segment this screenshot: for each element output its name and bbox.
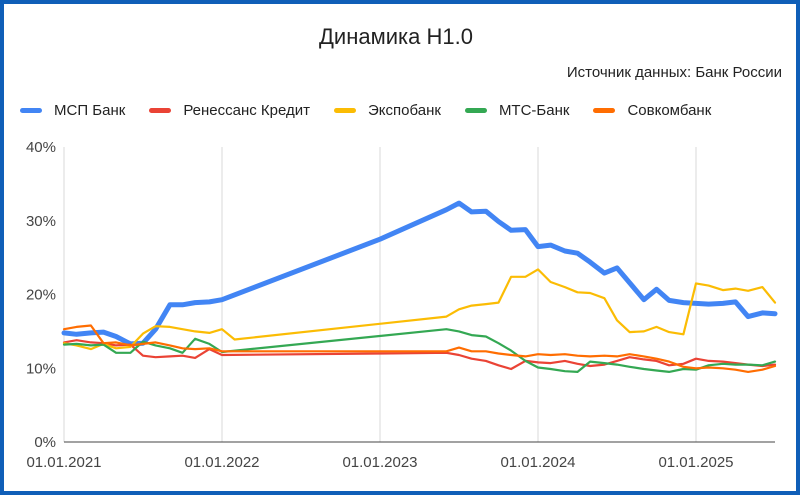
legend-label: Ренессанс Кредит [183, 101, 311, 119]
legend-swatch [334, 107, 357, 113]
x-tick-label: 01.01.2021 [26, 454, 101, 471]
y-tick-label: 0% [34, 434, 56, 451]
series-line-5 [62, 324, 777, 373]
y-tick-label: 40% [26, 139, 56, 156]
chart-title: Динамика Н1.0 [319, 24, 473, 49]
legend-item: МСП Банк [20, 102, 125, 119]
legend-item: Совкомбанк [593, 102, 711, 119]
x-tick-label: 01.01.2025 [658, 454, 733, 471]
series-line-1 [61, 200, 778, 347]
y-tick-label: 20% [26, 287, 56, 304]
legend-label: МТС-Банк [498, 101, 570, 119]
chart-frame [4, 4, 796, 491]
y-tick-label: 30% [26, 213, 56, 230]
legend-label: МСП Банк [54, 101, 126, 119]
series-line-3 [62, 268, 777, 351]
legend-item: Ренессанс Кредит [149, 102, 310, 119]
legend-label: Экспобанк [368, 101, 441, 119]
legend-swatch [149, 107, 172, 113]
legend-item: Экспобанк [334, 102, 441, 119]
series-line-2 [62, 339, 777, 371]
chart-legend: МСП Банк Ренессанс Кредит Экспобанк МТС-Бан… [20, 100, 735, 120]
legend-swatch [593, 107, 616, 113]
legend-label: Совкомбанк [627, 101, 712, 119]
legend-swatch [464, 107, 487, 113]
legend-item: МТС-Банк [464, 101, 570, 119]
y-tick-label: 10% [26, 360, 56, 377]
chart-source-note: Источник данных: Банк России [566, 64, 782, 81]
x-tick-label: 01.01.2023 [342, 454, 417, 471]
x-tick-label: 01.01.2022 [184, 454, 259, 471]
x-tick-label: 01.01.2024 [500, 454, 575, 471]
legend-swatch [20, 107, 42, 113]
